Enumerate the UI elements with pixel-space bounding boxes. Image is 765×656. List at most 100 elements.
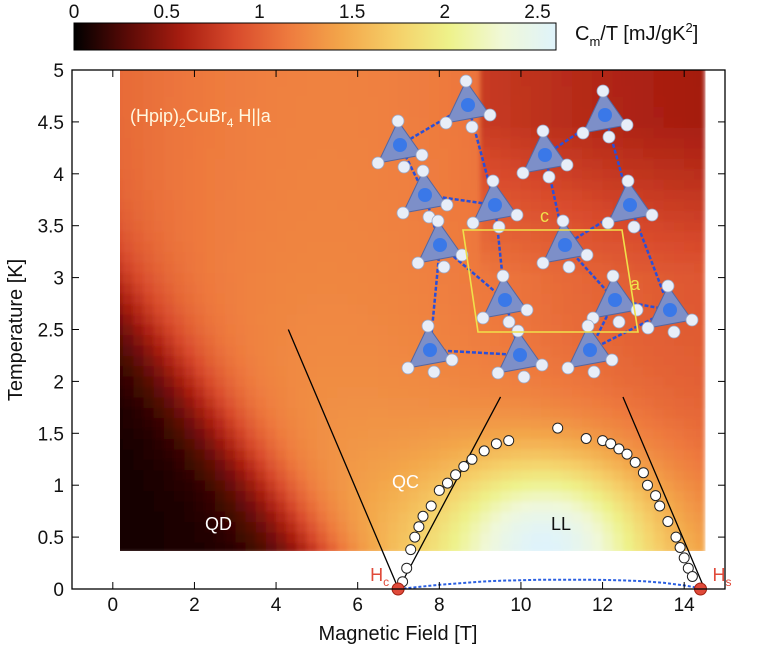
heatmap-cell xyxy=(561,397,573,408)
heatmap-cell xyxy=(449,324,461,336)
heatmap-cell xyxy=(174,251,185,263)
heatmap-cell xyxy=(398,251,410,263)
heatmap-cell xyxy=(163,96,175,107)
heatmap-cell xyxy=(469,355,481,367)
heatmap-cell xyxy=(653,334,665,346)
heatmap-cell xyxy=(408,272,420,284)
heatmap-cell xyxy=(123,241,134,253)
heatmap-cell xyxy=(388,480,400,491)
heatmap-cell xyxy=(194,386,206,398)
heatmap-cell xyxy=(286,96,298,107)
heatmap-cell xyxy=(643,386,655,398)
heatmap-cell xyxy=(653,85,665,97)
heatmap-cell xyxy=(276,241,287,253)
heatmap-cell xyxy=(643,85,655,97)
heatmap-cell xyxy=(214,241,226,253)
phase-boundary-point xyxy=(425,500,437,512)
heatmap-cell xyxy=(367,147,379,159)
heatmap-cell xyxy=(663,230,675,242)
heatmap-cell xyxy=(418,241,430,253)
heatmap-cell xyxy=(163,230,175,242)
heatmap-cell xyxy=(235,334,247,346)
heatmap-cell xyxy=(143,116,155,128)
heatmap-cell xyxy=(153,407,165,419)
heatmap-cell xyxy=(327,230,338,242)
heatmap-cell xyxy=(133,407,144,419)
heatmap-cell xyxy=(582,96,593,107)
heatmap-cell xyxy=(235,75,247,87)
heatmap-cell xyxy=(296,147,308,159)
heatmap-cell xyxy=(612,417,624,429)
colorbar-tick-label: 1.5 xyxy=(339,2,365,23)
heatmap-cell xyxy=(388,230,400,242)
heatmap-cell xyxy=(286,313,298,325)
heatmap-cell xyxy=(367,210,379,222)
heatmap-cell xyxy=(520,70,532,76)
heatmap-cell xyxy=(347,189,359,201)
heatmap-cell xyxy=(398,480,410,491)
heatmap-cell xyxy=(398,179,410,190)
heatmap-cell xyxy=(265,355,277,367)
heatmap-cell xyxy=(561,500,573,512)
heatmap-cell xyxy=(623,355,634,367)
x-tick-label: 4 xyxy=(271,595,282,616)
heatmap-cell xyxy=(286,106,298,118)
heatmap-cell xyxy=(337,324,349,336)
heatmap-cell xyxy=(398,324,410,336)
heatmap-cell xyxy=(194,542,206,551)
heatmap-cell xyxy=(592,480,604,491)
heatmap-cell xyxy=(296,241,308,253)
heatmap-cell xyxy=(327,106,338,118)
heatmap-cell xyxy=(520,116,532,128)
heatmap-cell xyxy=(214,158,226,170)
heatmap-cell xyxy=(306,168,318,180)
heatmap-cell xyxy=(572,147,583,159)
heatmap-cell xyxy=(510,531,522,543)
heatmap-cell xyxy=(520,241,532,253)
heatmap-cell xyxy=(674,459,685,471)
heatmap-cell xyxy=(245,521,257,533)
heatmap-cell xyxy=(265,386,277,398)
heatmap-cell xyxy=(439,70,451,76)
heatmap-cell xyxy=(684,272,695,284)
heatmap-cell xyxy=(184,500,195,512)
heatmap-cell xyxy=(214,365,226,377)
heatmap-cell xyxy=(296,210,308,222)
heatmap-cell xyxy=(561,179,573,190)
heatmap-cell xyxy=(153,251,165,263)
heatmap-cell xyxy=(500,397,512,408)
heatmap-cell xyxy=(643,70,655,76)
heatmap-cell xyxy=(143,220,155,232)
heatmap-cell xyxy=(153,376,165,388)
heatmap-cell xyxy=(120,542,124,551)
heatmap-cell xyxy=(449,386,461,398)
heatmap-cell xyxy=(510,500,522,512)
heatmap-cell xyxy=(153,96,165,107)
phase-boundary-point xyxy=(413,521,425,533)
heatmap-cell xyxy=(120,459,124,471)
heatmap-cell xyxy=(674,210,685,222)
heatmap-cell xyxy=(623,469,634,481)
heatmap-cell xyxy=(184,313,195,325)
heatmap-cell xyxy=(143,96,155,107)
x-axis-ticks: 0 2 4 6 8 10 12 14 xyxy=(108,70,695,616)
heatmap-cell xyxy=(306,189,318,201)
heatmap-cell xyxy=(163,480,175,491)
heatmap-cell xyxy=(633,272,644,284)
heatmap-cell xyxy=(327,365,338,377)
heatmap-cell xyxy=(429,490,440,502)
heatmap-cell xyxy=(572,210,583,222)
heatmap-cell xyxy=(551,127,563,139)
heatmap-cell xyxy=(398,241,410,253)
heatmap-cell xyxy=(643,531,655,543)
crystal-br-atom xyxy=(605,353,619,367)
heatmap-cell xyxy=(388,428,400,440)
heatmap-cell xyxy=(347,272,359,284)
heatmap-cell xyxy=(469,542,481,551)
heatmap-cell xyxy=(133,345,144,357)
heatmap-cell xyxy=(276,365,287,377)
heatmap-cell xyxy=(653,189,665,201)
heatmap-cell xyxy=(347,417,359,429)
heatmap-cell xyxy=(163,500,175,512)
heatmap-cell xyxy=(602,241,614,253)
